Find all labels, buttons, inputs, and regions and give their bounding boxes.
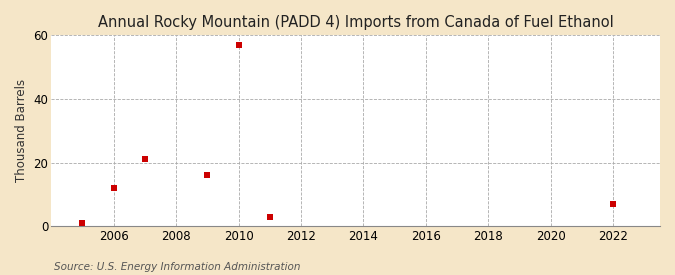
Point xyxy=(77,221,88,225)
Point xyxy=(265,214,275,219)
Y-axis label: Thousand Barrels: Thousand Barrels xyxy=(15,79,28,182)
Point xyxy=(108,186,119,190)
Point xyxy=(233,43,244,47)
Point xyxy=(202,173,213,178)
Text: Source: U.S. Energy Information Administration: Source: U.S. Energy Information Administ… xyxy=(54,262,300,272)
Point xyxy=(608,202,618,206)
Point xyxy=(140,157,151,162)
Title: Annual Rocky Mountain (PADD 4) Imports from Canada of Fuel Ethanol: Annual Rocky Mountain (PADD 4) Imports f… xyxy=(98,15,614,30)
